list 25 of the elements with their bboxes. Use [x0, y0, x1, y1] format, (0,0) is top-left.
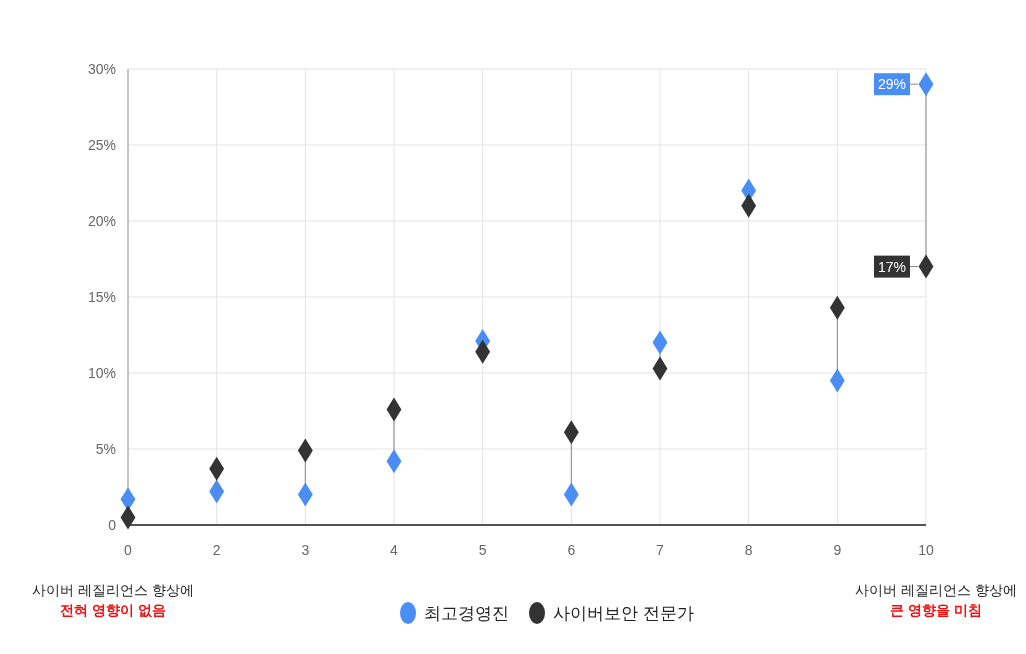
- y-tick-label: 25%: [87, 136, 116, 153]
- x-tick-label: 10: [918, 542, 934, 558]
- x-tick-label: 3: [301, 542, 310, 558]
- y-tick-label: 20%: [87, 212, 116, 229]
- x-tick-label: 0: [124, 542, 133, 558]
- x-tick-label: 9: [833, 542, 842, 558]
- y-tick-label: 10%: [87, 364, 116, 381]
- data-label: 17%: [877, 258, 907, 275]
- x-tick-label: 2: [212, 542, 221, 558]
- y-tick-label: 5%: [95, 440, 116, 457]
- y-tick-label: 30%: [87, 60, 116, 77]
- text: 큰 영향을 미침: [890, 602, 982, 618]
- y-tick-label: 0: [108, 516, 117, 533]
- y-tick-label: 15%: [87, 288, 116, 305]
- text: 전혀 영향이 없음: [60, 602, 166, 618]
- x-tick-label: 4: [390, 542, 399, 558]
- x-tick-label: 8: [744, 542, 753, 558]
- legend-label: 최고경영진: [424, 603, 509, 623]
- x-tick-label: 7: [656, 542, 665, 558]
- data-label: 29%: [877, 76, 907, 93]
- x-tick-label: 6: [567, 542, 576, 558]
- text: 사이버 레질리언스 향상에: [855, 582, 1017, 598]
- x-tick-label: 5: [478, 542, 487, 558]
- text: 사이버 레질리언스 향상에: [32, 582, 194, 598]
- legend-label: 사이버보안 전문가: [553, 603, 694, 623]
